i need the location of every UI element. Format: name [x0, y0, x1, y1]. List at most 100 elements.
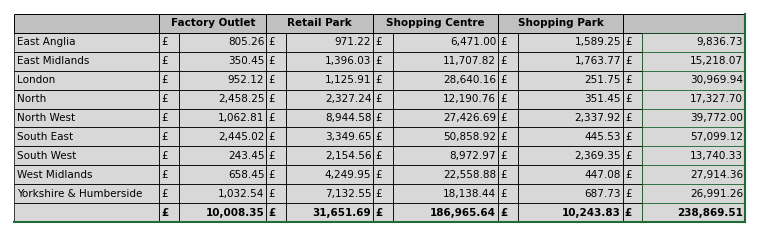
- Text: £: £: [500, 189, 506, 199]
- Text: Yorkshire & Humberside: Yorkshire & Humberside: [17, 189, 142, 199]
- Text: North West: North West: [17, 113, 75, 123]
- Text: £: £: [500, 151, 506, 161]
- Text: £: £: [161, 170, 168, 180]
- Text: £: £: [269, 132, 275, 142]
- Bar: [286, 128, 373, 146]
- Text: £: £: [269, 189, 275, 199]
- Bar: [518, 52, 623, 71]
- Bar: [623, 165, 643, 184]
- Text: £: £: [376, 208, 382, 217]
- Bar: [14, 33, 159, 52]
- Bar: [159, 90, 179, 109]
- Text: 447.08: 447.08: [584, 170, 621, 180]
- Text: £: £: [500, 132, 506, 142]
- Bar: [14, 109, 159, 128]
- Text: £: £: [376, 113, 382, 123]
- Text: £: £: [376, 94, 382, 104]
- Bar: [643, 165, 745, 184]
- Text: £: £: [500, 208, 507, 217]
- Text: £: £: [625, 170, 631, 180]
- Text: 13,740.33: 13,740.33: [690, 151, 743, 161]
- Bar: [373, 146, 393, 165]
- Bar: [179, 203, 266, 222]
- Text: 22,558.88: 22,558.88: [443, 170, 496, 180]
- Bar: [179, 165, 266, 184]
- Bar: [498, 52, 518, 71]
- Bar: [286, 90, 373, 109]
- Bar: [393, 71, 498, 90]
- Bar: [159, 71, 179, 90]
- Bar: [623, 146, 643, 165]
- Text: East Anglia: East Anglia: [17, 37, 76, 47]
- Text: 687.73: 687.73: [584, 189, 621, 199]
- Bar: [266, 52, 286, 71]
- Bar: [179, 90, 266, 109]
- Bar: [14, 71, 159, 90]
- Bar: [643, 33, 745, 52]
- Bar: [498, 90, 518, 109]
- Bar: [14, 203, 159, 222]
- Bar: [159, 33, 179, 52]
- Bar: [373, 184, 393, 203]
- Text: £: £: [161, 75, 168, 85]
- Bar: [266, 33, 286, 52]
- Bar: [643, 184, 745, 203]
- Bar: [14, 14, 159, 33]
- Bar: [623, 71, 643, 90]
- Text: £: £: [500, 94, 506, 104]
- Bar: [393, 33, 498, 52]
- Text: £: £: [625, 56, 631, 66]
- Bar: [373, 71, 393, 90]
- Bar: [159, 109, 179, 128]
- Text: London: London: [17, 75, 55, 85]
- Bar: [623, 184, 643, 203]
- Text: 805.26: 805.26: [228, 37, 264, 47]
- Bar: [518, 165, 623, 184]
- Bar: [518, 128, 623, 146]
- Text: 18,138.44: 18,138.44: [443, 189, 496, 199]
- Bar: [373, 52, 393, 71]
- Text: 186,965.64: 186,965.64: [430, 208, 496, 217]
- Bar: [393, 146, 498, 165]
- Text: £: £: [376, 151, 382, 161]
- Text: £: £: [625, 37, 631, 47]
- Text: South East: South East: [17, 132, 73, 142]
- Text: £: £: [376, 37, 382, 47]
- Text: 2,327.24: 2,327.24: [325, 94, 371, 104]
- Bar: [393, 184, 498, 203]
- Bar: [286, 146, 373, 165]
- Bar: [159, 14, 266, 33]
- Bar: [498, 33, 518, 52]
- Bar: [14, 165, 159, 184]
- Bar: [393, 52, 498, 71]
- Text: £: £: [625, 75, 631, 85]
- Text: 2,458.25: 2,458.25: [218, 94, 264, 104]
- Text: 2,337.92: 2,337.92: [575, 113, 621, 123]
- Text: £: £: [500, 113, 506, 123]
- Bar: [159, 146, 179, 165]
- Bar: [393, 128, 498, 146]
- Text: 1,062.81: 1,062.81: [218, 113, 264, 123]
- Bar: [643, 146, 745, 165]
- Bar: [286, 184, 373, 203]
- Text: 27,426.69: 27,426.69: [443, 113, 496, 123]
- Bar: [623, 128, 643, 146]
- Text: £: £: [161, 94, 168, 104]
- Bar: [286, 203, 373, 222]
- Text: 243.45: 243.45: [228, 151, 264, 161]
- Bar: [518, 203, 623, 222]
- Text: 2,445.02: 2,445.02: [218, 132, 264, 142]
- Text: 9,836.73: 9,836.73: [696, 37, 743, 47]
- Text: £: £: [625, 189, 631, 199]
- Bar: [286, 165, 373, 184]
- Text: East Midlands: East Midlands: [17, 56, 90, 66]
- Text: £: £: [376, 170, 382, 180]
- Text: 1,032.54: 1,032.54: [218, 189, 264, 199]
- Bar: [14, 90, 159, 109]
- Text: £: £: [625, 151, 631, 161]
- Bar: [643, 71, 745, 90]
- Text: £: £: [500, 170, 506, 180]
- Text: £: £: [269, 170, 275, 180]
- Text: Shopping Centre: Shopping Centre: [386, 18, 485, 28]
- Bar: [266, 203, 286, 222]
